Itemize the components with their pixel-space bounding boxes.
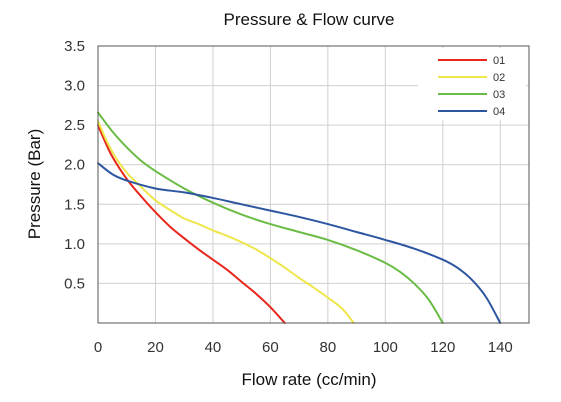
legend-label-01: 01 [493, 55, 505, 67]
series-line-03 [97, 111, 444, 324]
series-line-01 [97, 124, 286, 324]
y-tick-label: 2.0 [64, 157, 85, 174]
x-tick-label: 40 [205, 339, 222, 356]
legend-box [418, 48, 526, 120]
y-tick-label: 3.0 [64, 78, 85, 95]
x-tick-label: 120 [430, 339, 455, 356]
y-axis-label: Pressure (Bar) [25, 129, 44, 240]
series-lines [97, 111, 502, 324]
chart-title: Pressure & Flow curve [224, 10, 395, 29]
x-tick-label: 20 [147, 339, 164, 356]
y-tick-label: 3.5 [64, 38, 85, 55]
y-tick-label: 0.5 [64, 275, 85, 292]
legend-label-02: 02 [493, 72, 505, 84]
x-tick-label: 140 [488, 339, 513, 356]
x-tick-label: 80 [320, 339, 337, 356]
x-tick-label: 60 [262, 339, 279, 356]
y-tick-label: 2.5 [64, 117, 85, 134]
series-line-02 [97, 120, 355, 324]
y-axis-ticks: 0.5 1.0 1.5 2.0 2.5 3.0 3.5 [64, 38, 85, 292]
plot-frame [97, 45, 530, 324]
series-line-04 [97, 162, 502, 324]
x-tick-label: 0 [94, 339, 102, 356]
x-axis-label: Flow rate (cc/min) [241, 370, 376, 389]
y-tick-label: 1.5 [64, 196, 85, 213]
legend-label-04: 04 [493, 106, 505, 118]
x-tick-label: 100 [373, 339, 398, 356]
x-axis-ticks: 0 20 40 60 80 100 120 140 [94, 339, 513, 356]
legend-label-03: 03 [493, 89, 505, 101]
legend: 01 02 03 04 [418, 48, 526, 120]
y-tick-label: 1.0 [64, 236, 85, 253]
